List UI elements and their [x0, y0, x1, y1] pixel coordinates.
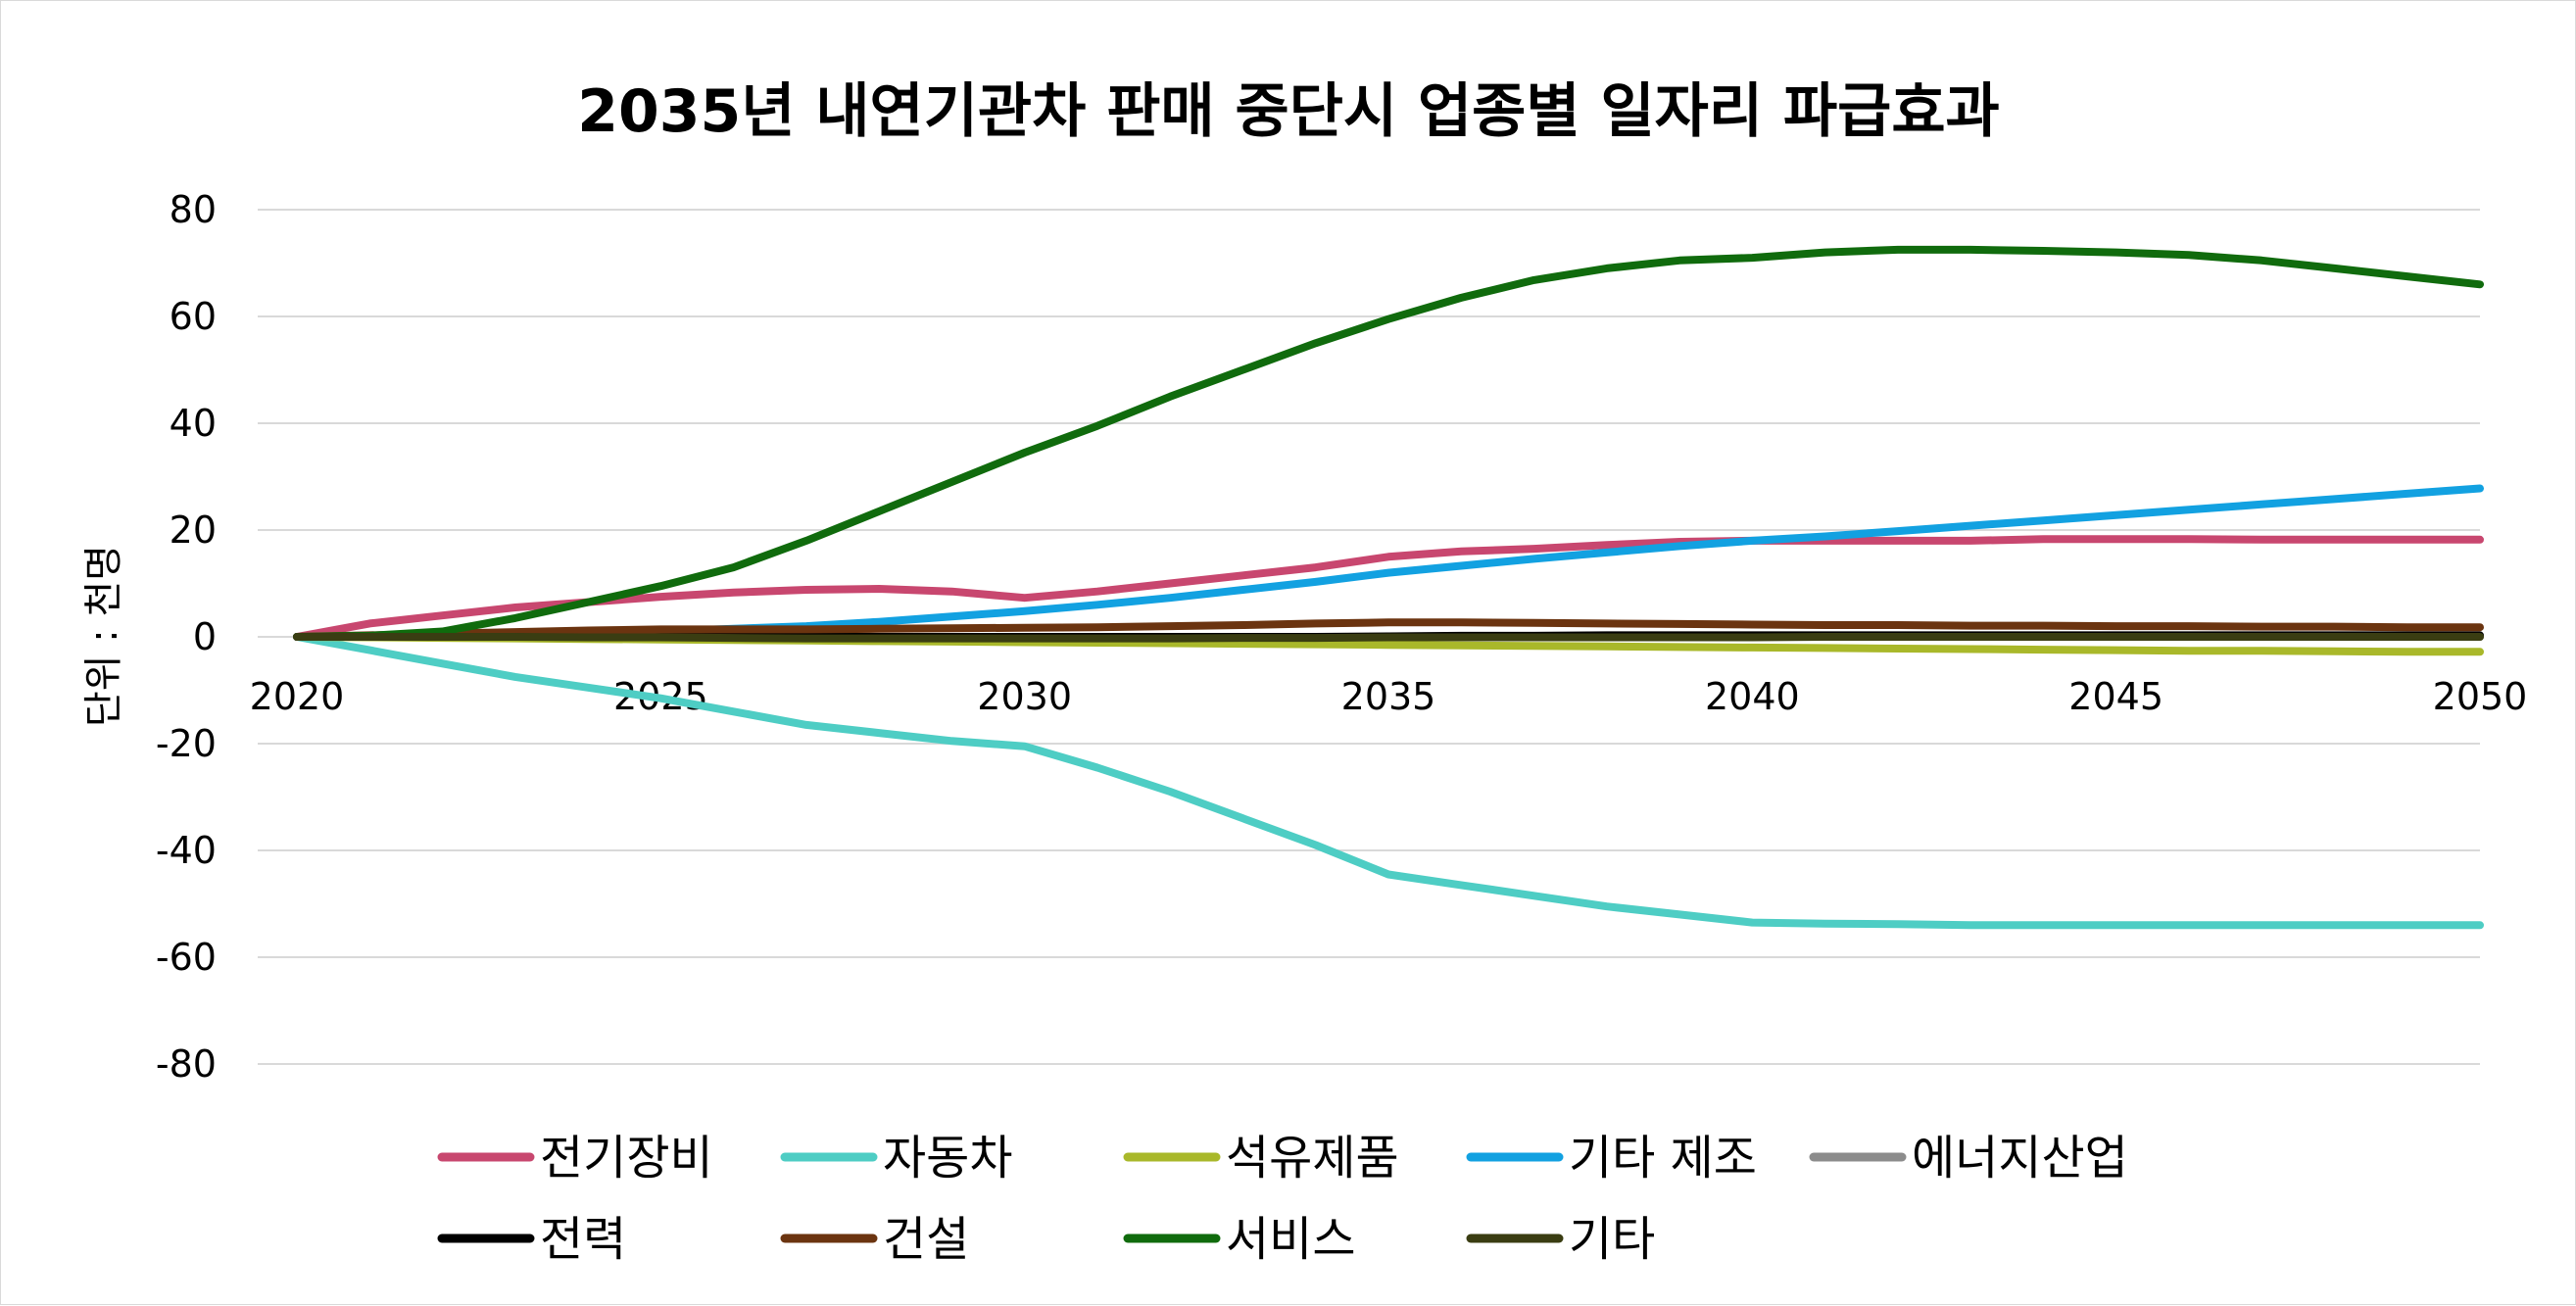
y-tick-label: -80 — [156, 1042, 217, 1086]
x-tick-label: 2035 — [1341, 675, 1436, 718]
series-line — [293, 484, 2484, 641]
x-tick-label: 2045 — [2068, 675, 2163, 718]
series-line — [293, 618, 2484, 641]
y-axis-ticks: 80 60 40 20 0 -20 -40 -60 -80 — [156, 188, 217, 1086]
series-lines — [293, 245, 2484, 930]
legend-label: 기타 — [1569, 1212, 1655, 1267]
y-tick-label: 0 — [193, 615, 217, 658]
legend-label: 석유제품 — [1226, 1131, 1399, 1185]
y-tick-label: 80 — [170, 188, 217, 231]
y-tick-label: -60 — [156, 936, 217, 979]
x-axis-ticks: 2020 2025 2030 2035 2040 2045 2050 — [250, 675, 2528, 718]
y-axis-label: 단위 : 천명 — [81, 545, 126, 727]
legend-label: 전력 — [540, 1212, 626, 1267]
y-tick-label: -20 — [156, 722, 217, 765]
legend-label: 기타 제조 — [1569, 1131, 1757, 1185]
y-tick-label: 20 — [170, 508, 217, 552]
chart-title: 2035년 내연기관차 판매 중단시 업종별 일자리 파급효과 — [577, 77, 2000, 146]
y-tick-label: -40 — [156, 829, 217, 872]
legend-label: 서비스 — [1226, 1212, 1355, 1267]
x-tick-label: 2040 — [1705, 675, 1800, 718]
y-tick-label: 60 — [170, 295, 217, 338]
series-line — [293, 633, 2484, 643]
series-line — [293, 535, 2484, 641]
legend-label: 에너지산업 — [1912, 1131, 2128, 1185]
legend-label: 건설 — [883, 1212, 969, 1267]
x-tick-label: 2020 — [250, 675, 345, 718]
legend-label: 자동차 — [883, 1131, 1012, 1185]
x-tick-label: 2030 — [977, 675, 1072, 718]
x-tick-label: 2050 — [2433, 675, 2528, 718]
legend-label: 전기장비 — [540, 1131, 713, 1185]
series-line — [293, 633, 2484, 930]
y-tick-label: 40 — [170, 402, 217, 445]
series-line — [293, 245, 2484, 641]
